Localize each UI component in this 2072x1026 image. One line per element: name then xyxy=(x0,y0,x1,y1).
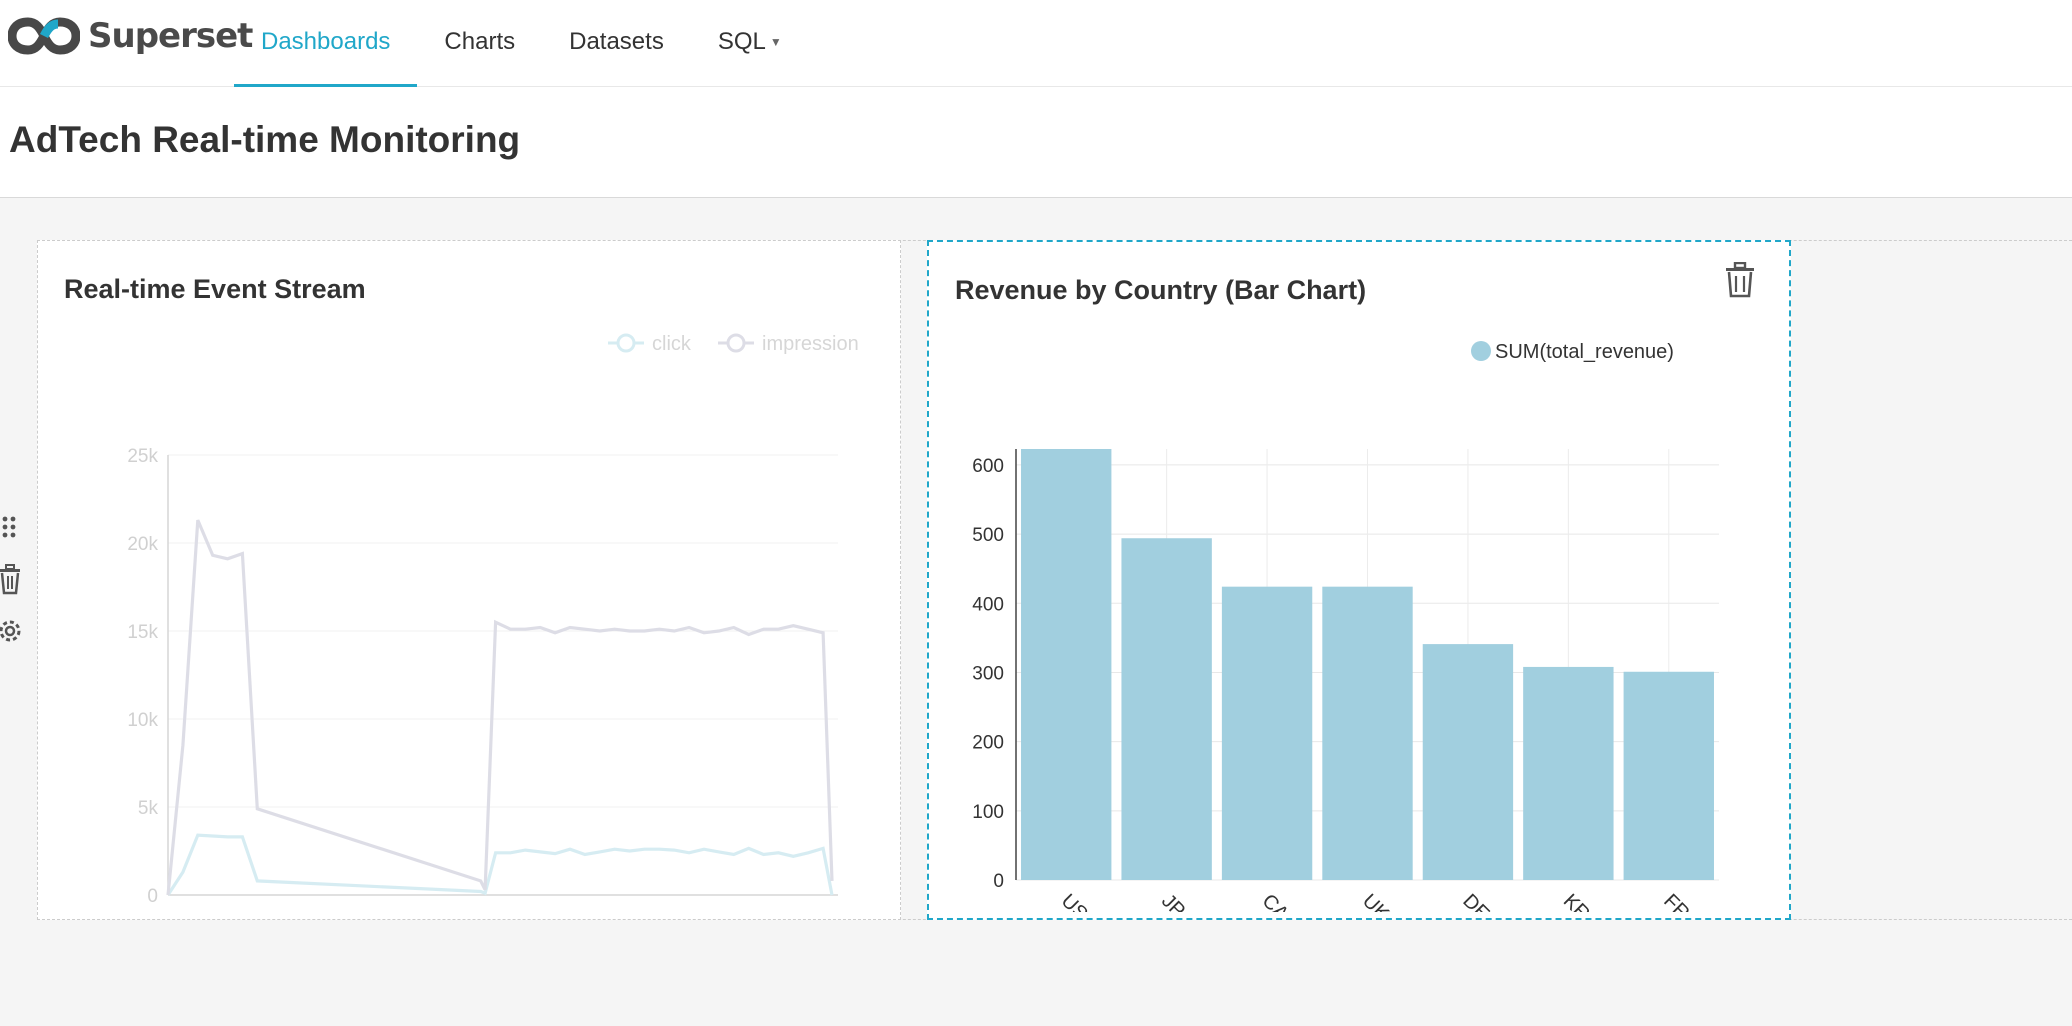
x-tick-label: 00:20 xyxy=(725,909,773,911)
chart-card-revenue-by-country[interactable]: Revenue by Country (Bar Chart) 0 100 200 30… xyxy=(927,240,1791,920)
y-tick-label: 10k xyxy=(127,710,158,731)
bar-DE xyxy=(1422,644,1514,880)
y-tick-label: 20k xyxy=(127,534,158,555)
legend-label: SUM(total_revenue) xyxy=(1495,341,1674,363)
main-nav: Dashboards Charts Datasets SQL ▼ xyxy=(234,0,809,87)
nav-sql-label: SQL xyxy=(717,28,766,55)
legend-swatch xyxy=(726,333,746,353)
x-tick-label: UK xyxy=(1358,890,1394,912)
legend-swatch xyxy=(616,333,636,353)
bar-CA xyxy=(1221,586,1313,880)
bar-US xyxy=(1021,449,1112,880)
caret-down-icon: ▼ xyxy=(769,35,782,49)
legend-item-impression: impression xyxy=(718,333,859,355)
nav-datasets[interactable]: Datasets xyxy=(569,28,664,55)
legend-item-click: click xyxy=(608,333,692,355)
x-tick-label: FR xyxy=(1659,890,1693,912)
x-tick-label: US xyxy=(1057,890,1092,912)
y-tick-label: 25k xyxy=(127,446,158,467)
y-tick-label: 300 xyxy=(972,663,1004,684)
dashboard-title: AdTech Real-time Monitoring xyxy=(9,119,521,160)
y-tick-label: 15k xyxy=(127,622,158,643)
x-tick-label: KR xyxy=(1559,890,1594,912)
y-tick-label: 100 xyxy=(972,802,1004,823)
y-tick-label: 0 xyxy=(993,871,1004,892)
y-tick-label: 200 xyxy=(972,733,1004,754)
nav-charts[interactable]: Charts xyxy=(444,28,516,55)
row-tools xyxy=(0,510,26,666)
bar-JP xyxy=(1121,538,1212,880)
superset-logo[interactable]: Superset xyxy=(8,16,253,56)
top-navbar: Superset Dashboards Charts Datasets SQL … xyxy=(0,0,2072,87)
legend-label: impression xyxy=(762,333,859,355)
legend-item: SUM(total_revenue) xyxy=(1471,341,1674,363)
chart-card-event-stream[interactable]: Real-time Event Stream 0 5k 10k 15k 20k 25k 23… xyxy=(37,240,901,920)
bar-KR xyxy=(1523,666,1614,880)
y-tick-label: 5k xyxy=(138,798,159,819)
x-tick-label: 00:10 xyxy=(576,909,624,911)
x-tick-label: 00:25 xyxy=(799,909,847,911)
line-chart: 0 5k 10k 15k 20k 25k 23:45 23:50 23:55 17 00:05 00:… xyxy=(127,333,859,911)
bar-FR xyxy=(1623,671,1714,880)
x-tick-label: 23:50 xyxy=(278,909,326,911)
y-tick-label: 500 xyxy=(972,525,1004,546)
x-tick-label: 23:45 xyxy=(204,909,252,911)
x-tick-label: 00:05 xyxy=(502,909,550,911)
series-line-impression xyxy=(166,519,834,896)
series-line-click xyxy=(166,833,834,896)
gear-icon[interactable] xyxy=(0,614,26,648)
superset-logo-icon xyxy=(8,17,80,55)
chart-title: Revenue by Country (Bar Chart) xyxy=(955,275,1367,305)
trash-icon[interactable] xyxy=(0,562,26,596)
nav-dashboards[interactable]: Dashboards xyxy=(234,0,418,87)
x-tick-label: 17 xyxy=(440,909,461,911)
x-tick-label: DE xyxy=(1458,890,1493,912)
app-name: Superset xyxy=(88,16,253,56)
legend-label: click xyxy=(652,333,692,355)
legend-swatch xyxy=(1471,341,1491,361)
x-tick-label: CA xyxy=(1258,890,1294,912)
chart-title: Real-time Event Stream xyxy=(64,274,366,304)
bar-chart: 0 100 200 300 400 500 600 US JP CA UK DE KR FR SUM(tot… xyxy=(972,341,1719,912)
drag-handle-icon[interactable] xyxy=(0,510,26,544)
y-tick-label: 0 xyxy=(147,886,158,907)
x-tick-label: 00:15 xyxy=(650,909,698,911)
x-tick-label: JP xyxy=(1157,890,1189,912)
x-tick-label: 23:55 xyxy=(353,909,401,911)
dashboard-header: AdTech Real-time Monitoring xyxy=(0,87,2072,198)
y-tick-label: 600 xyxy=(972,456,1004,477)
bar-UK xyxy=(1322,586,1413,880)
y-tick-label: 400 xyxy=(972,594,1004,615)
nav-sql[interactable]: SQL ▼ xyxy=(691,0,809,87)
trash-icon[interactable] xyxy=(1725,262,1755,298)
